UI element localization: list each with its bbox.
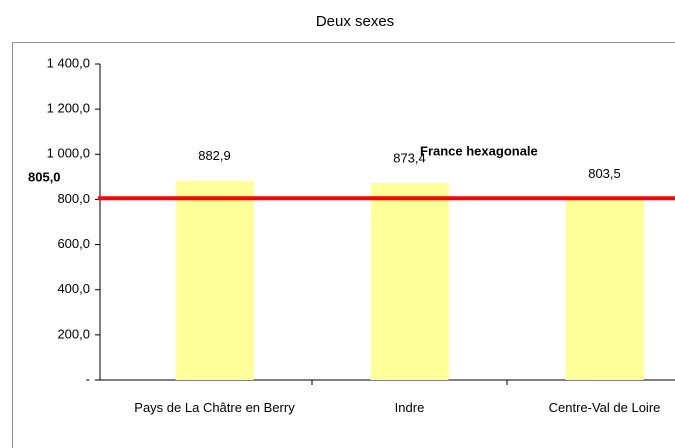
reference-name-label: France hexagonale (420, 143, 538, 158)
value-label: 803,5 (588, 166, 621, 181)
bar (370, 182, 449, 380)
value-label: 882,9 (198, 148, 231, 163)
reference-value-label: 805,0 (28, 170, 61, 185)
y-tick-label: 1 400,0 (47, 55, 90, 70)
y-tick-label: 800,0 (57, 191, 90, 206)
y-tick-label: 1 200,0 (47, 101, 90, 116)
y-tick-label: 1 000,0 (47, 146, 90, 161)
y-tick-label: 200,0 (57, 326, 90, 341)
x-tick-label: Indre (394, 400, 425, 415)
y-tick-label: - (86, 371, 90, 386)
chart-title: Deux sexes (316, 13, 394, 30)
x-tick-label: Centre-Val de Loire (548, 400, 661, 415)
y-tick-label: 400,0 (57, 281, 90, 296)
x-tick-label: Pays de La Châtre en Berry (134, 400, 295, 415)
chart-frame (12, 42, 675, 448)
bar (565, 198, 644, 380)
value-label: 873,4 (393, 150, 426, 165)
bar (175, 180, 254, 380)
y-tick-label: 600,0 (57, 236, 90, 251)
